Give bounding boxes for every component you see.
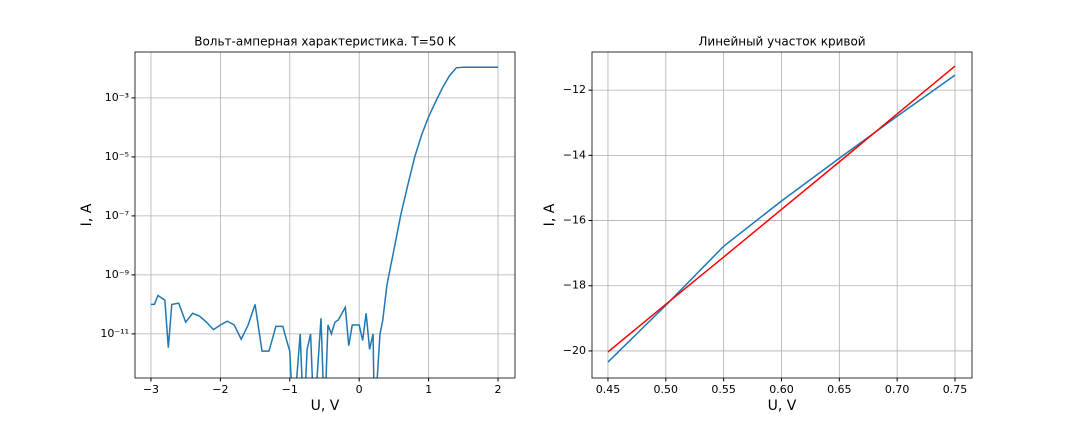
x-tick-label: 0.45 (596, 383, 621, 396)
x-tick-label: −3 (143, 383, 159, 396)
y-tick-label: −20 (563, 344, 586, 357)
x-axis-label: U, V (768, 398, 797, 414)
x-tick-label: −1 (282, 383, 298, 396)
data-line (150, 66, 498, 378)
x-tick-label: 1 (425, 383, 432, 396)
chart-title: Линейный участок кривой (698, 35, 865, 49)
x-tick-label: 0.50 (654, 383, 679, 396)
axes-frame (591, 51, 973, 379)
y-axis-label: I, A (542, 203, 558, 226)
x-tick-label: 0.65 (827, 383, 852, 396)
axes-frame (134, 51, 516, 379)
x-tick-label: −2 (212, 383, 228, 396)
x-axis-label: U, V (311, 398, 340, 414)
y-tick-label: 10⁻⁵ (105, 150, 129, 163)
y-tick-label: −16 (563, 214, 586, 227)
y-tick-label: 10⁻³ (105, 91, 129, 104)
y-tick-label: −18 (563, 279, 586, 292)
x-tick-label: 0.55 (711, 383, 736, 396)
data-line (607, 65, 956, 353)
x-tick-label: 0.75 (943, 383, 968, 396)
y-tick-label: 10⁻⁹ (105, 268, 129, 281)
y-tick-label: −12 (563, 83, 586, 96)
x-tick-label: 2 (494, 383, 501, 396)
x-tick-label: 0 (356, 383, 363, 396)
data-line (607, 74, 956, 363)
y-axis-label: I, A (79, 203, 95, 226)
x-tick-label: 0.60 (769, 383, 794, 396)
y-tick-label: −14 (563, 148, 586, 161)
y-tick-label: 10⁻¹¹ (100, 327, 129, 340)
y-tick-label: 10⁻⁷ (105, 209, 129, 222)
x-tick-label: 0.70 (885, 383, 910, 396)
chart-title: Вольт-амперная характеристика. T=50 K (194, 35, 457, 49)
